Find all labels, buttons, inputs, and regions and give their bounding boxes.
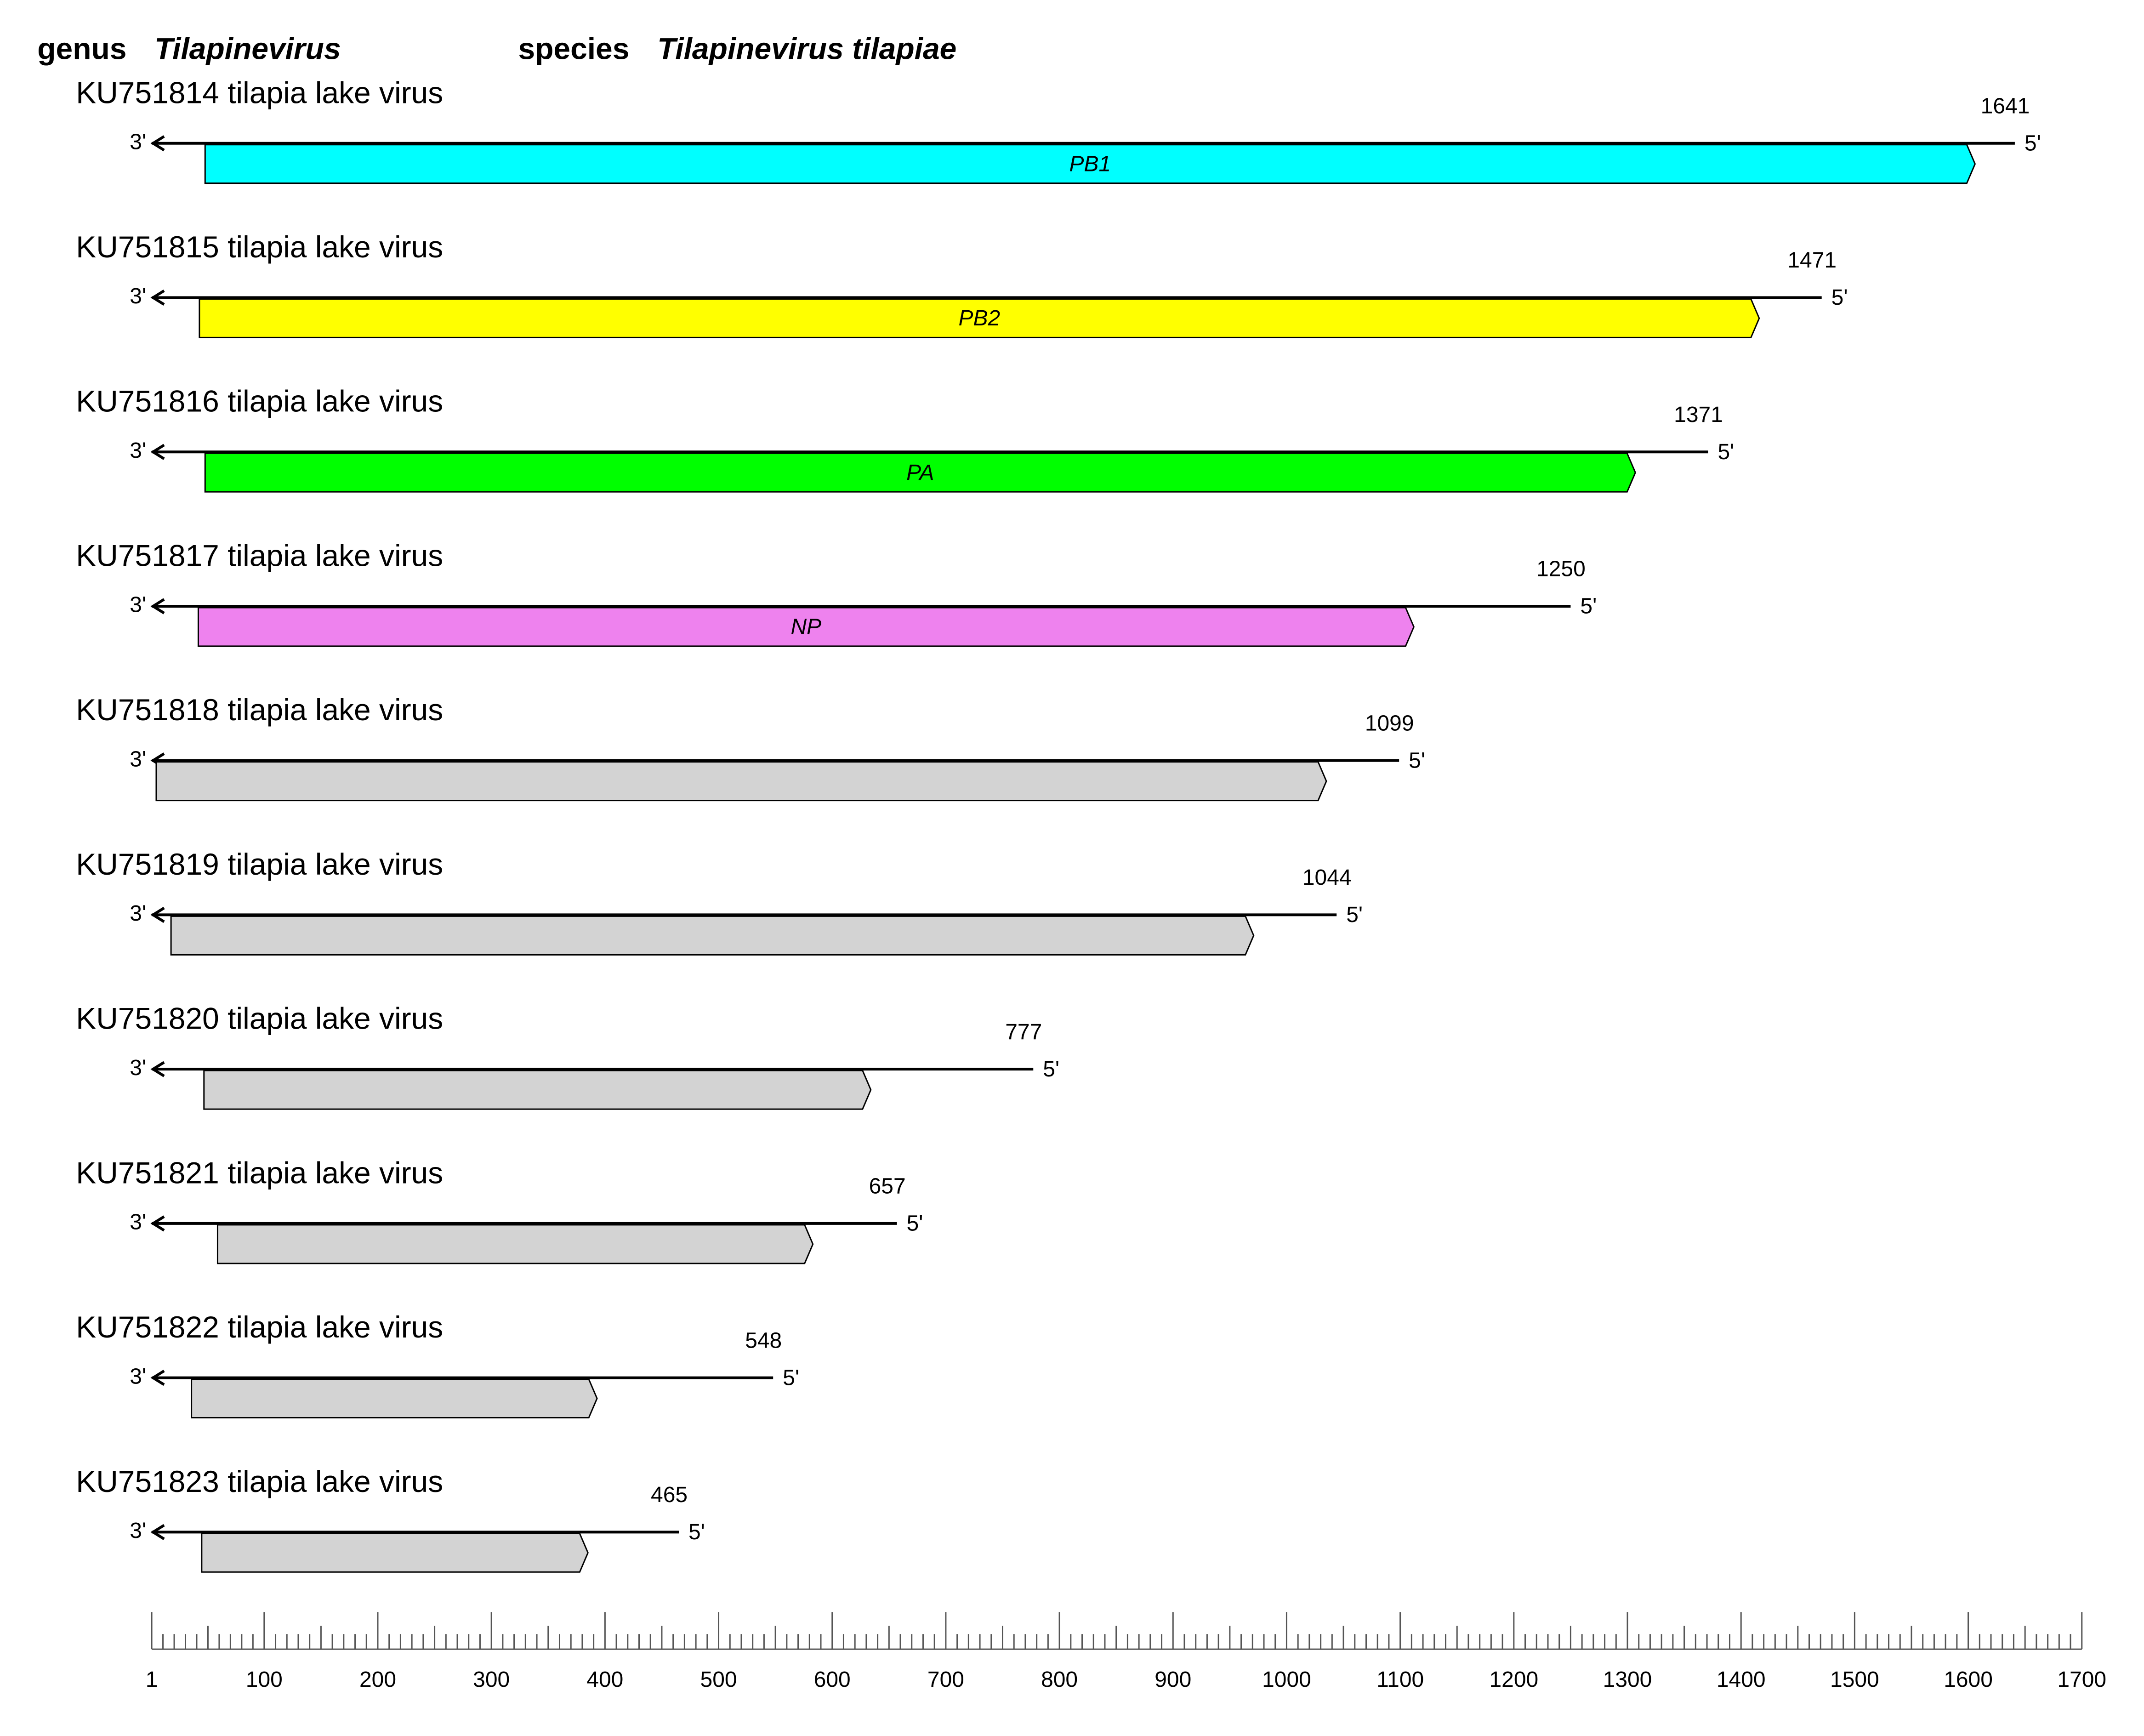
gene xyxy=(191,1378,598,1419)
gene xyxy=(203,1070,872,1110)
segment-label: KU751815 tilapia lake virus xyxy=(76,230,443,264)
five-prime: 5' xyxy=(1718,440,1735,464)
three-prime: 3' xyxy=(130,1364,146,1389)
tick-label: 100 xyxy=(246,1668,283,1692)
species-word: species xyxy=(518,31,629,65)
segment-label: KU751821 tilapia lake virus xyxy=(76,1155,443,1190)
five-prime: 5' xyxy=(1346,903,1363,927)
three-prime: 3' xyxy=(130,1210,146,1235)
segment-label: KU751818 tilapia lake virus xyxy=(76,693,443,727)
gene xyxy=(199,298,1760,338)
gene xyxy=(204,452,1636,493)
gene-name: PB1 xyxy=(1069,152,1111,176)
segment-length: 1641 xyxy=(1981,94,2030,118)
arrow-head xyxy=(150,906,165,923)
five-prime: 5' xyxy=(783,1366,799,1390)
gene xyxy=(216,1224,814,1264)
five-prime: 5' xyxy=(1831,285,1848,310)
tick-label: 700 xyxy=(927,1668,964,1692)
arrow-head xyxy=(150,598,165,615)
three-prime: 3' xyxy=(130,901,146,926)
segment-length: 1250 xyxy=(1536,557,1586,581)
gene xyxy=(197,607,1415,647)
gene xyxy=(170,915,1255,956)
three-prime: 3' xyxy=(130,1056,146,1080)
tick-label: 200 xyxy=(359,1668,396,1692)
gene-name: PB2 xyxy=(959,306,1001,330)
three-prime: 3' xyxy=(130,747,146,771)
segment-length: 548 xyxy=(745,1328,782,1353)
tick-label: 500 xyxy=(700,1668,737,1692)
tick-label: 1100 xyxy=(1376,1668,1424,1692)
segment-label: KU751814 tilapia lake virus xyxy=(76,75,443,109)
segment-label: KU751819 tilapia lake virus xyxy=(76,847,443,881)
five-prime: 5' xyxy=(1580,594,1597,619)
three-prime: 3' xyxy=(130,1519,146,1543)
segment-length: 1099 xyxy=(1365,711,1414,735)
arrow-head xyxy=(150,1524,165,1540)
gene-name: NP xyxy=(791,615,822,639)
arrow-head xyxy=(150,444,165,460)
segment-length: 1371 xyxy=(1674,403,1723,427)
three-prime: 3' xyxy=(130,438,146,463)
tick-label: 1700 xyxy=(2057,1668,2106,1692)
five-prime: 5' xyxy=(1409,748,1425,773)
segment-label: KU751820 tilapia lake virus xyxy=(76,1002,443,1036)
segment-length: 777 xyxy=(1005,1020,1042,1044)
gene xyxy=(204,144,1976,184)
five-prime: 5' xyxy=(1043,1057,1059,1081)
five-prime: 5' xyxy=(907,1212,923,1236)
segment-label: KU751817 tilapia lake virus xyxy=(76,538,443,572)
tick-label: 1200 xyxy=(1489,1668,1538,1692)
species: Tilapinevirus tilapiae xyxy=(657,31,956,65)
tick-label: 900 xyxy=(1154,1668,1191,1692)
five-prime: 5' xyxy=(688,1520,705,1544)
tick-label: 1 xyxy=(146,1668,158,1692)
gene xyxy=(201,1532,589,1573)
five-prime: 5' xyxy=(2025,131,2041,155)
segment-label: KU751816 tilapia lake virus xyxy=(76,384,443,418)
arrow-head xyxy=(150,1061,165,1077)
three-prime: 3' xyxy=(130,593,146,617)
segment-label: KU751822 tilapia lake virus xyxy=(76,1310,443,1344)
gene xyxy=(155,761,1327,802)
segment-length: 1471 xyxy=(1787,248,1837,273)
tick-label: 1600 xyxy=(1944,1668,1993,1692)
segment-label: KU751823 tilapia lake virus xyxy=(76,1464,443,1498)
segment-length: 1044 xyxy=(1302,865,1352,890)
tick-label: 600 xyxy=(814,1668,851,1692)
arrow-head xyxy=(150,1370,165,1386)
tick-label: 400 xyxy=(586,1668,623,1692)
arrow-head xyxy=(150,1215,165,1232)
arrow-head xyxy=(150,289,165,306)
segment-length: 657 xyxy=(869,1174,906,1199)
tick-label: 800 xyxy=(1041,1668,1078,1692)
tick-label: 1300 xyxy=(1603,1668,1652,1692)
three-prime: 3' xyxy=(130,130,146,154)
gene-name: PA xyxy=(906,461,934,485)
arrow-head xyxy=(150,135,165,152)
segment-length: 465 xyxy=(651,1483,688,1507)
three-prime: 3' xyxy=(130,284,146,308)
tick-label: 300 xyxy=(473,1668,510,1692)
genus-word: genus xyxy=(37,31,126,65)
tick-label: 1400 xyxy=(1717,1668,1766,1692)
tick-label: 1000 xyxy=(1262,1668,1311,1692)
genus: Tilapinevirus xyxy=(154,31,341,65)
tick-label: 1500 xyxy=(1830,1668,1879,1692)
